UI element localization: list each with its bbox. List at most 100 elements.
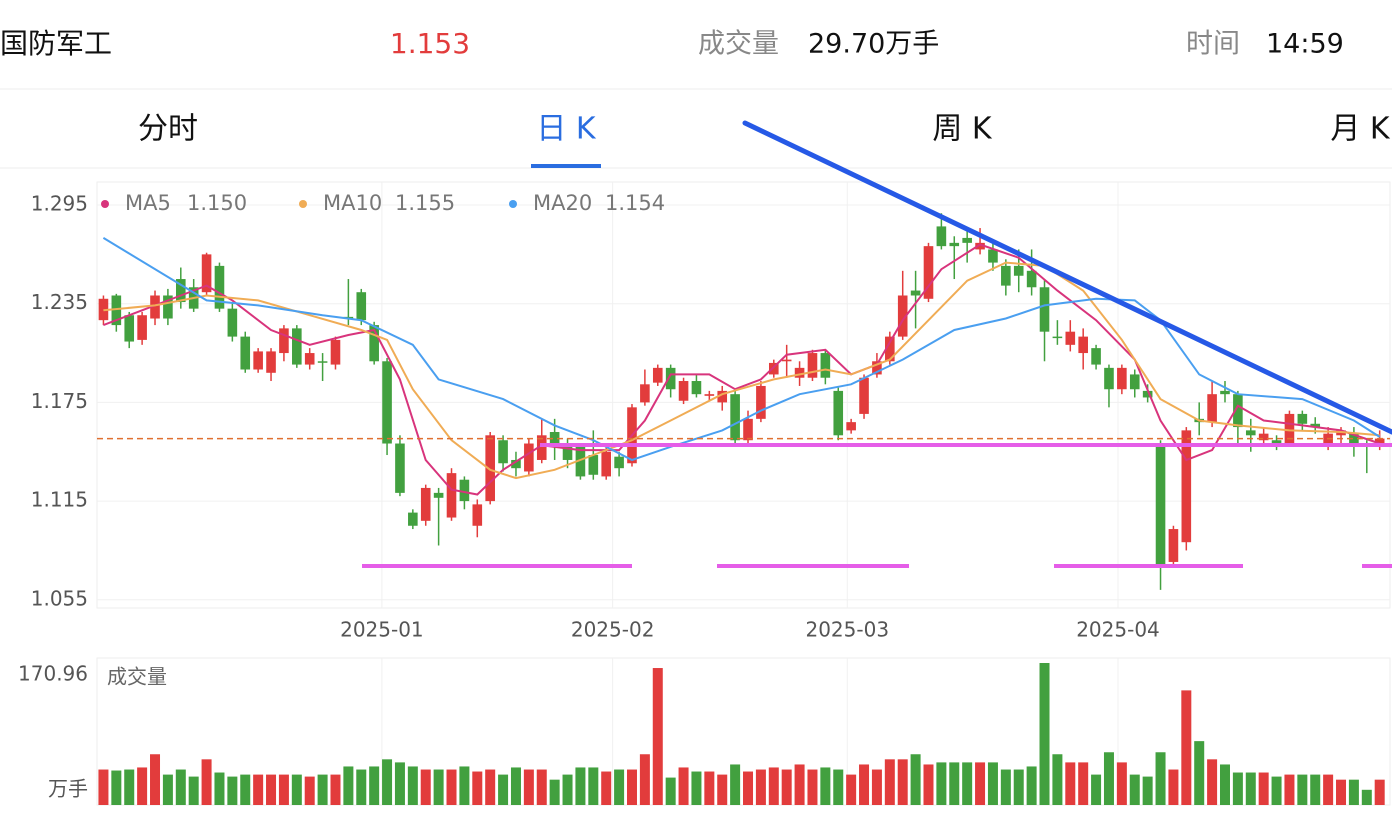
candle-body bbox=[820, 353, 831, 378]
legend-value: 1.155 bbox=[395, 191, 455, 215]
volume-bar bbox=[343, 766, 354, 805]
candle-body bbox=[988, 249, 998, 263]
tab[interactable]: 周 K bbox=[932, 112, 993, 147]
candle-body bbox=[1181, 430, 1192, 543]
volume-bar bbox=[768, 767, 779, 805]
tab[interactable]: 月 K bbox=[1330, 112, 1391, 147]
y-tick-label: 1.295 bbox=[31, 192, 88, 216]
volume-bar bbox=[665, 777, 676, 805]
candle-body bbox=[111, 295, 122, 326]
candle-body bbox=[1155, 443, 1166, 566]
trend-line bbox=[742, 120, 1392, 435]
candle-body bbox=[433, 492, 444, 498]
volume-bar bbox=[459, 766, 470, 805]
candle-body bbox=[253, 351, 263, 370]
candle-body bbox=[575, 446, 586, 477]
volume-bar bbox=[833, 769, 844, 805]
volume-bar bbox=[794, 764, 805, 805]
volume-bar bbox=[1052, 754, 1063, 805]
volume-bar bbox=[975, 762, 986, 805]
volume-unit: 万手 bbox=[48, 777, 88, 801]
candle-body bbox=[833, 390, 844, 436]
tab[interactable]: 分时 bbox=[138, 112, 198, 147]
candle-body bbox=[1271, 440, 1282, 444]
volume-bar bbox=[317, 774, 328, 805]
volume-bar bbox=[240, 774, 251, 805]
volume-bar bbox=[394, 762, 405, 805]
volume-bar bbox=[897, 759, 908, 805]
volume-bar bbox=[1207, 759, 1218, 805]
volume-bar bbox=[369, 766, 380, 805]
volume-bar bbox=[743, 771, 754, 805]
volume-bar bbox=[1155, 752, 1166, 805]
volume-bar bbox=[1013, 769, 1024, 805]
candle-body bbox=[175, 279, 186, 303]
volume-bar bbox=[266, 774, 277, 805]
volume-bar bbox=[639, 754, 650, 805]
volume-value: 29.70万手 bbox=[808, 29, 939, 60]
candle-body bbox=[524, 443, 534, 472]
candle-body bbox=[536, 435, 547, 460]
volume-bar bbox=[884, 759, 895, 805]
candle-body bbox=[975, 242, 985, 250]
volume-bar bbox=[278, 774, 289, 805]
volume-bar bbox=[1078, 762, 1089, 805]
candle-body bbox=[1013, 265, 1024, 276]
ma-line bbox=[103, 261, 1380, 480]
candle-body bbox=[678, 381, 689, 401]
y-tick-label: 1.175 bbox=[31, 389, 88, 413]
candle-body bbox=[240, 336, 251, 370]
volume-label: 成交量 bbox=[698, 29, 779, 60]
candle-body bbox=[1039, 287, 1050, 332]
legend-name: MA5 bbox=[125, 191, 171, 215]
legend-dot bbox=[101, 200, 109, 208]
volume-bar bbox=[859, 764, 870, 805]
candle-body bbox=[266, 351, 276, 373]
x-tick-label: 2025-01 bbox=[340, 618, 424, 642]
candle-body bbox=[1026, 270, 1037, 288]
volume-bar bbox=[807, 769, 818, 805]
legend-dot bbox=[299, 200, 307, 208]
candle-body bbox=[408, 512, 418, 526]
x-tick-label: 2025-04 bbox=[1076, 618, 1160, 642]
legend-value: 1.150 bbox=[187, 191, 247, 215]
candle-body bbox=[395, 443, 405, 493]
volume-bar bbox=[1232, 772, 1243, 805]
x-tick-label: 2025-03 bbox=[805, 618, 889, 642]
volume-bar bbox=[510, 767, 521, 805]
candle-body bbox=[1207, 394, 1217, 423]
candle-body bbox=[794, 367, 805, 378]
volume-bar bbox=[1271, 776, 1282, 805]
volume-bar bbox=[910, 754, 921, 805]
volume-bar bbox=[330, 774, 341, 805]
volume-bar bbox=[536, 769, 547, 805]
candle-body bbox=[1349, 433, 1359, 444]
plot: 1.295 1.235 1.175 1.115 1.055 2025-01 2025-02 2… bbox=[18, 182, 1390, 805]
candle-body bbox=[201, 254, 212, 293]
stock-name: 国防军工 bbox=[0, 27, 112, 60]
y-tick-label: 1.055 bbox=[31, 586, 88, 610]
volume-bar bbox=[936, 762, 947, 805]
candle-body bbox=[614, 456, 624, 469]
volume-bar bbox=[1026, 766, 1037, 805]
volume-bar bbox=[781, 769, 792, 805]
price-frame bbox=[96, 181, 1391, 609]
volume-bar bbox=[1129, 774, 1140, 805]
volume-bar bbox=[291, 774, 302, 805]
volume-bar bbox=[1374, 779, 1385, 805]
volume-bar bbox=[1284, 774, 1295, 805]
candle-body bbox=[601, 451, 612, 477]
volume-bar bbox=[1245, 772, 1256, 805]
volume-bar bbox=[407, 766, 418, 805]
volume-bar bbox=[214, 772, 225, 805]
tab[interactable]: 日 K bbox=[536, 112, 597, 147]
time-label: 时间 bbox=[1186, 29, 1240, 60]
volume-bar bbox=[1361, 789, 1372, 805]
volume-bar bbox=[382, 759, 393, 805]
volume-bar bbox=[614, 769, 625, 805]
volume-bar bbox=[137, 767, 148, 805]
candle-body bbox=[549, 432, 560, 444]
candle-body bbox=[511, 459, 521, 469]
ma-line bbox=[103, 243, 1381, 496]
